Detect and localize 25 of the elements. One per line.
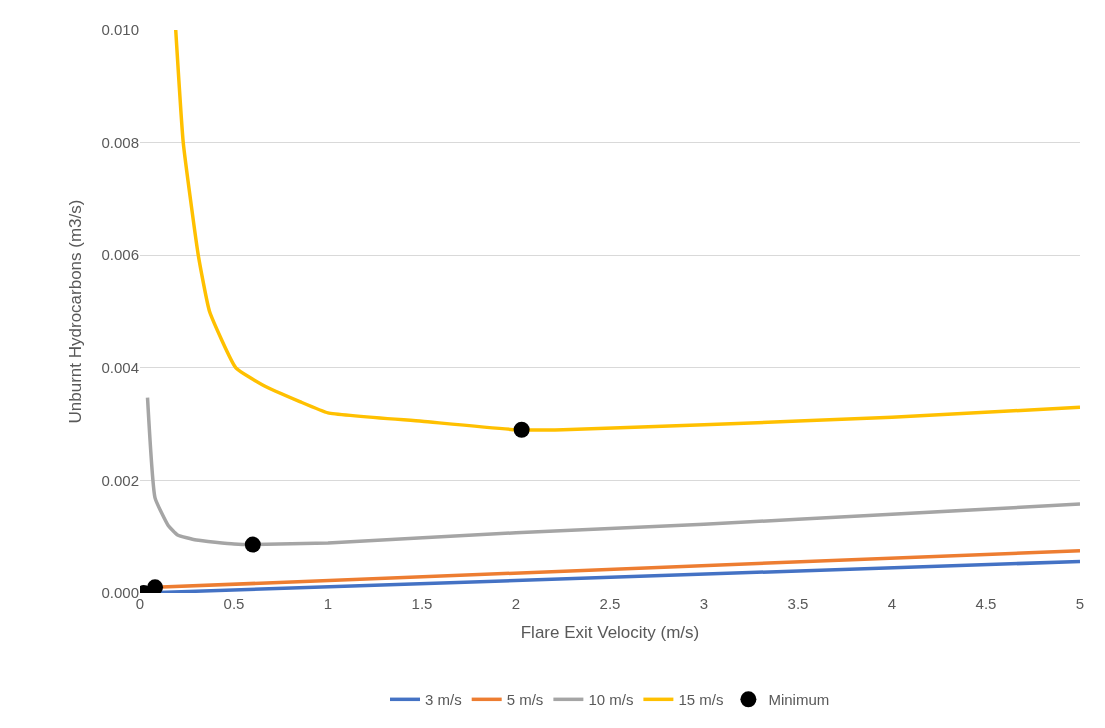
y-tick-label: 0.002 <box>101 471 139 489</box>
legend-label: 15 m/s <box>678 691 724 709</box>
x-tick-label: 5 <box>1075 595 1085 612</box>
x-tick-label: 1 <box>323 595 333 612</box>
y-tick-label: 0.010 <box>101 21 139 39</box>
legend-label: 10 m/s <box>588 691 634 709</box>
legend-label: 3 m/s <box>425 691 462 709</box>
x-tick-label: 4 <box>887 595 897 612</box>
x-axis-title: Flare Exit Velocity (m/s) <box>520 623 700 643</box>
x-tick-label: 1.5 <box>411 595 433 612</box>
y-axis-title: Unburnt Hydrocarbons (m3/s) <box>66 199 85 424</box>
x-tick-label: 2 <box>511 595 521 612</box>
legend-label: 5 m/s <box>506 691 544 709</box>
x-tick-label: 0.5 <box>223 595 245 612</box>
y-tick-label: 0.008 <box>101 133 139 151</box>
y-tick-label: 0.006 <box>101 246 139 264</box>
point <box>244 536 261 553</box>
x-tick-label: 4.5 <box>975 595 997 612</box>
y-tick-label: 0.004 <box>101 359 139 377</box>
x-tick-label: 3 <box>699 595 709 612</box>
legend-label: Minimum <box>768 691 830 709</box>
x-tick-label: 2.5 <box>599 595 621 612</box>
point <box>513 421 530 438</box>
x-tick-label: 3.5 <box>787 595 809 612</box>
point <box>147 579 164 593</box>
